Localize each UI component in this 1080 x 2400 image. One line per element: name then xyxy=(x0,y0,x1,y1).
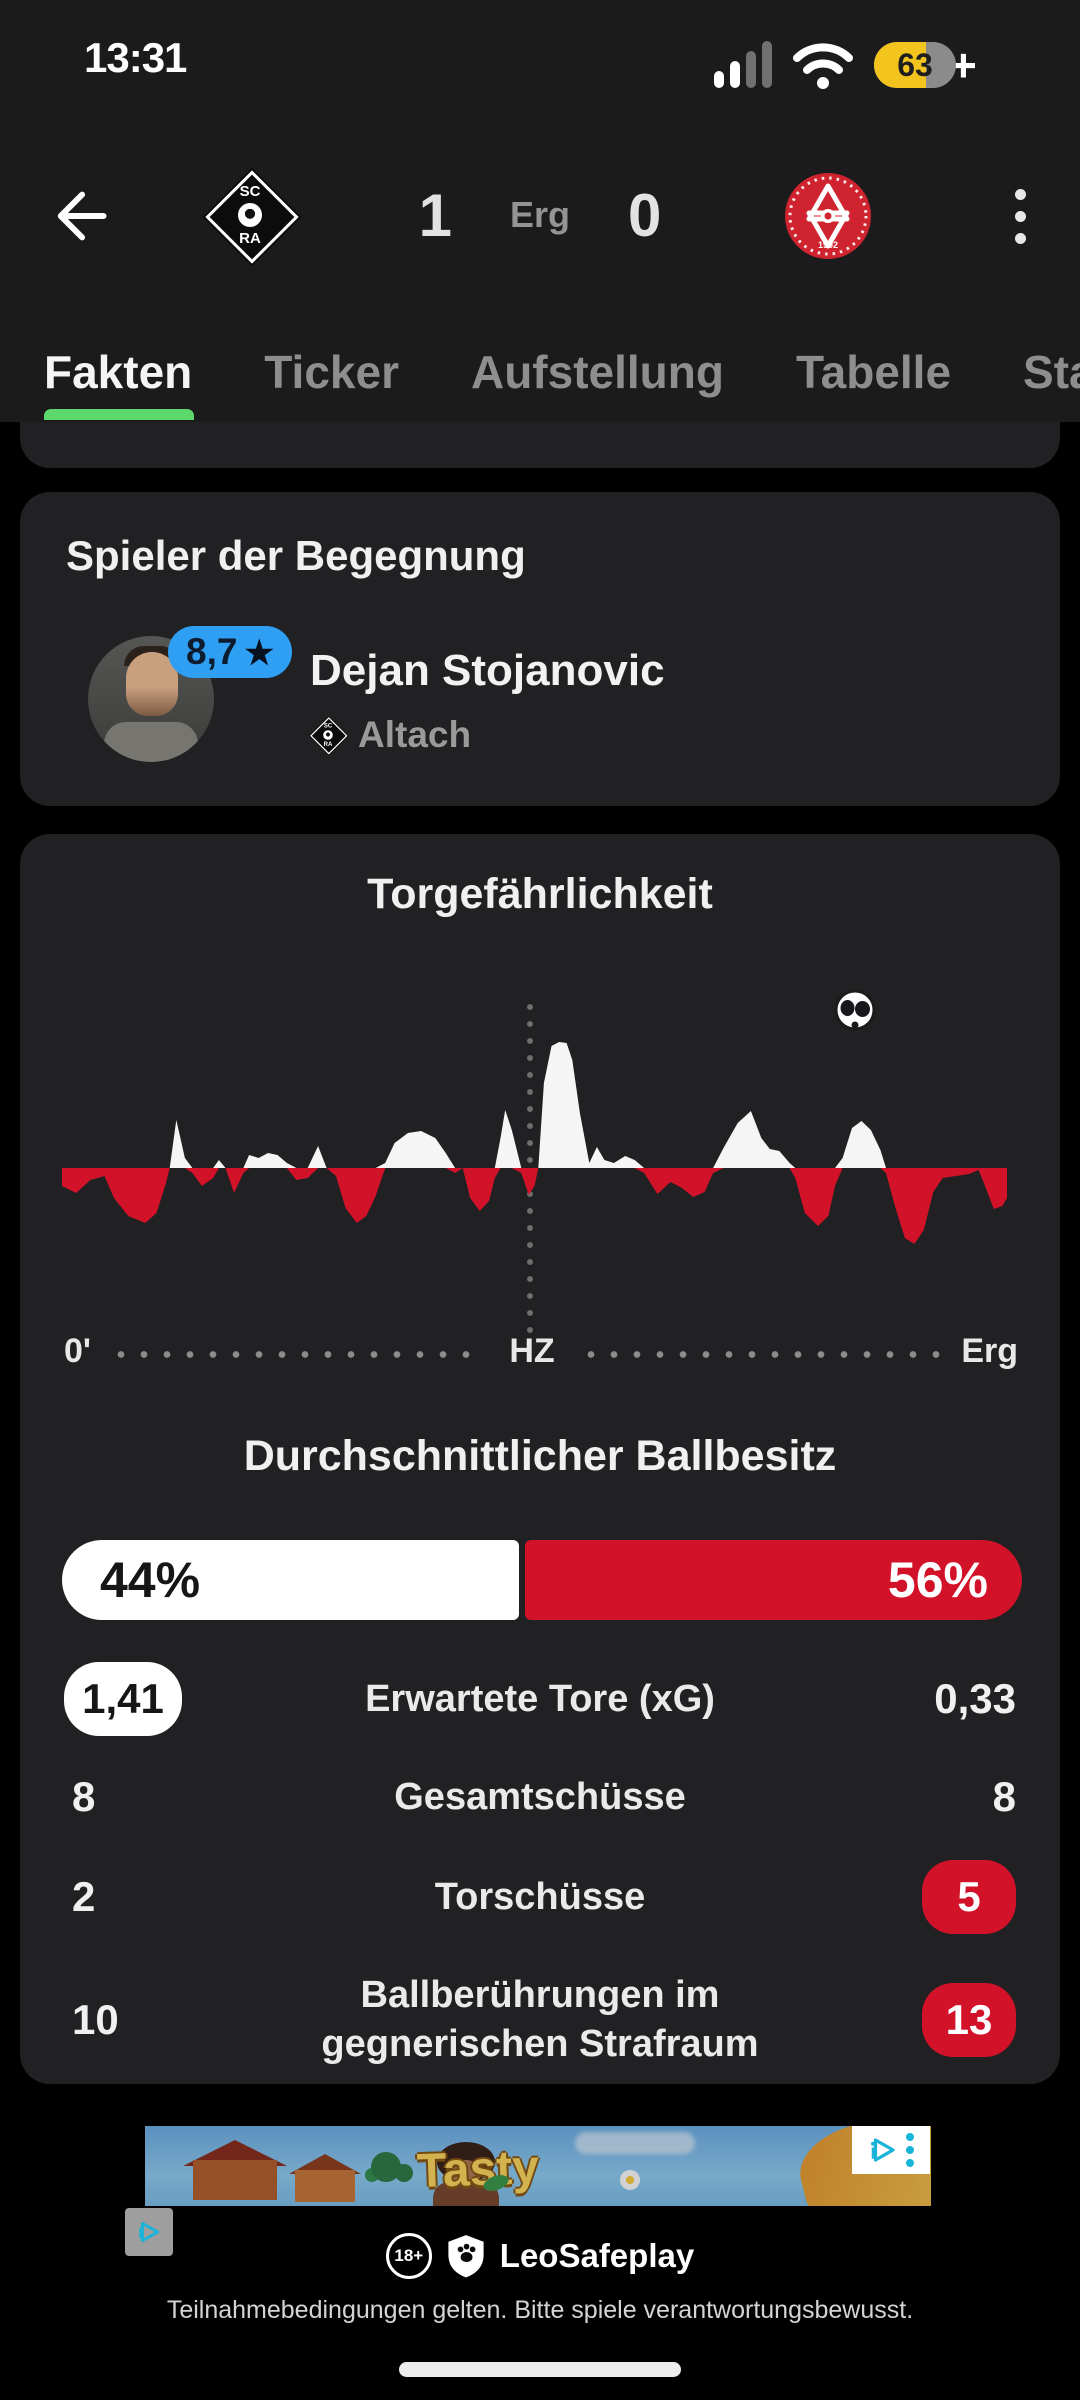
player-of-match-card: Spieler der Begegnung 8,7 ★ Dejan Stojan… xyxy=(20,492,1060,806)
match-stats-card: Torgefährlichkeit 0' HZ Erg Durchschnitt… xyxy=(20,834,1060,2084)
stat-row-xg: 1,41 Erwartete Tore (xG) 0,33 xyxy=(64,1662,1016,1736)
stat-row-shots-on-target: 2 Torschüsse 5 xyxy=(64,1860,1016,1934)
possession-bar: 44% 56% xyxy=(62,1540,1022,1620)
stat-label: Torschüsse xyxy=(434,1875,646,1918)
ad-art-house xyxy=(295,2170,355,2202)
ad-art-roof xyxy=(289,2154,361,2174)
away-score: 0 xyxy=(628,181,662,249)
player-rating-value: 8,7 xyxy=(186,631,238,672)
ad-art-palm xyxy=(371,2152,401,2182)
player-team-row: SC RA Altach xyxy=(310,714,471,756)
tab-ticker[interactable]: Ticker xyxy=(264,346,399,398)
altach-logo-top-text: SC xyxy=(239,183,261,200)
ad-disclaimer-text: Teilnahmebedingungen gelten. Bitte spiel… xyxy=(166,2296,914,2324)
home-shots-value: 8 xyxy=(72,1773,96,1820)
away-sot-pill: 5 xyxy=(922,1860,1016,1934)
more-menu-button[interactable] xyxy=(1000,176,1040,256)
section-title: Spieler der Begegnung xyxy=(66,532,526,579)
player-rating-badge: 8,7 ★ xyxy=(168,626,293,678)
player-row[interactable]: 8,7 ★ Dejan Stojanovic SC RA Altach xyxy=(66,610,1020,780)
battery-indicator: 63 + xyxy=(874,38,977,92)
player-team-name: Altach xyxy=(358,714,472,755)
scoreline: 1 Erg 0 xyxy=(330,150,750,280)
leosafeplay-shield-icon xyxy=(448,2235,484,2278)
ad-art-overlay xyxy=(145,2126,931,2206)
battery-percent: 63 xyxy=(897,46,933,83)
status-icons: 63 + xyxy=(714,38,977,92)
tab-bar: Fakten Ticker Aufstellung Tabelle Sta xyxy=(0,322,1080,422)
responsible-gaming-row: 18+ LeoSafeplay xyxy=(0,2230,1080,2282)
stat-label: Gesamtschüsse xyxy=(394,1775,686,1818)
timeline-start-label: 0' xyxy=(64,1332,91,1370)
kebab-dot xyxy=(1014,232,1026,244)
possession-away-segment: 56% xyxy=(525,1540,1022,1620)
ad-menu-button[interactable] xyxy=(906,2133,914,2167)
possession-title: Durchschnittlicher Ballbesitz xyxy=(243,1432,837,1480)
timeline-dots-right xyxy=(587,1350,942,1359)
home-touches-value: 10 xyxy=(72,1996,119,2043)
tab-tabelle[interactable]: Tabelle xyxy=(795,346,952,398)
avatar-shoulders xyxy=(104,722,198,762)
timeline-end-label: Erg xyxy=(961,1332,1018,1370)
away-xg-value: 0,33 xyxy=(934,1675,1016,1722)
ad-art-house xyxy=(193,2160,277,2200)
altach-logo-bottom-text: RA xyxy=(239,230,261,247)
away-touches-pill: 13 xyxy=(922,1983,1016,2057)
momentum-area-chart xyxy=(62,1042,1007,1244)
tab-statistiken[interactable]: Sta xyxy=(1023,346,1080,398)
adchoices-button[interactable] xyxy=(852,2126,930,2174)
ad-section: Tasty 18+ LeoSafeplay Teilnahmebedingung… xyxy=(0,2100,1080,2400)
status-and-header-chrome: 13:31 63 + SC RA xyxy=(0,0,1080,422)
away-logo-year-text: 1902 xyxy=(818,240,838,250)
stat-row-box-touches: 10 Ballberührungen im gegnerischen Straf… xyxy=(64,1962,1016,2078)
result-label: Erg xyxy=(509,194,570,235)
wifi-icon xyxy=(793,43,853,89)
tab-fakten[interactable]: Fakten xyxy=(44,346,193,398)
age-rating-badge: 18+ xyxy=(385,2233,432,2279)
star-icon: ★ xyxy=(244,633,275,671)
home-xg-pill: 1,41 xyxy=(64,1662,182,1736)
adchoices-icon xyxy=(871,2138,895,2162)
altach-logo-ball xyxy=(238,203,262,227)
stat-label: Erwartete Tore (xG) xyxy=(365,1677,715,1720)
team-mini-logo: SC RA xyxy=(310,717,348,755)
previous-card-bottom xyxy=(20,422,1060,468)
goal-ball-icon xyxy=(834,989,876,1031)
momentum-chart xyxy=(62,989,1007,1260)
kebab-dot xyxy=(1014,188,1026,200)
ad-art-cloud xyxy=(575,2132,695,2154)
back-button[interactable] xyxy=(50,186,110,246)
ad-art-character-face xyxy=(451,2160,481,2186)
tab-aufstellung[interactable]: Aufstellung xyxy=(470,346,724,398)
timeline-half-label: HZ xyxy=(509,1332,555,1370)
home-score: 1 xyxy=(418,181,452,249)
ad-banner[interactable]: Tasty xyxy=(145,2126,931,2206)
momentum-title: Torgefährlichkeit xyxy=(367,870,713,918)
home-indicator-handle[interactable] xyxy=(399,2362,681,2377)
home-team-logo[interactable]: SC RA xyxy=(205,170,299,264)
leosafeplay-label: LeoSafeplay xyxy=(499,2237,695,2274)
player-name: Dejan Stojanovic xyxy=(310,646,665,695)
away-shots-value: 8 xyxy=(992,1773,1016,1820)
adchoices-icon xyxy=(139,2221,160,2243)
match-header: SC RA 1 Erg 0 1902 xyxy=(0,150,1080,280)
stat-label: Ballberührungen im gegnerischen Strafrau… xyxy=(321,1974,759,2065)
adchoices-badge[interactable] xyxy=(125,2208,173,2256)
timeline-dots-left xyxy=(117,1350,477,1359)
possession-home-segment: 44% xyxy=(62,1540,520,1620)
signal-strength-icon xyxy=(714,41,772,88)
battery-icon: 63 xyxy=(874,42,956,88)
kebab-dot xyxy=(1014,210,1026,222)
battery-fill xyxy=(874,42,926,88)
away-team-logo[interactable]: 1902 xyxy=(784,172,872,260)
stat-row-total-shots: 8 Gesamtschüsse 8 xyxy=(64,1760,1016,1834)
active-tab-underline xyxy=(44,409,194,420)
status-time: 13:31 xyxy=(84,34,187,81)
home-sot-value: 2 xyxy=(72,1873,96,1920)
ad-art-flower xyxy=(620,2170,640,2190)
